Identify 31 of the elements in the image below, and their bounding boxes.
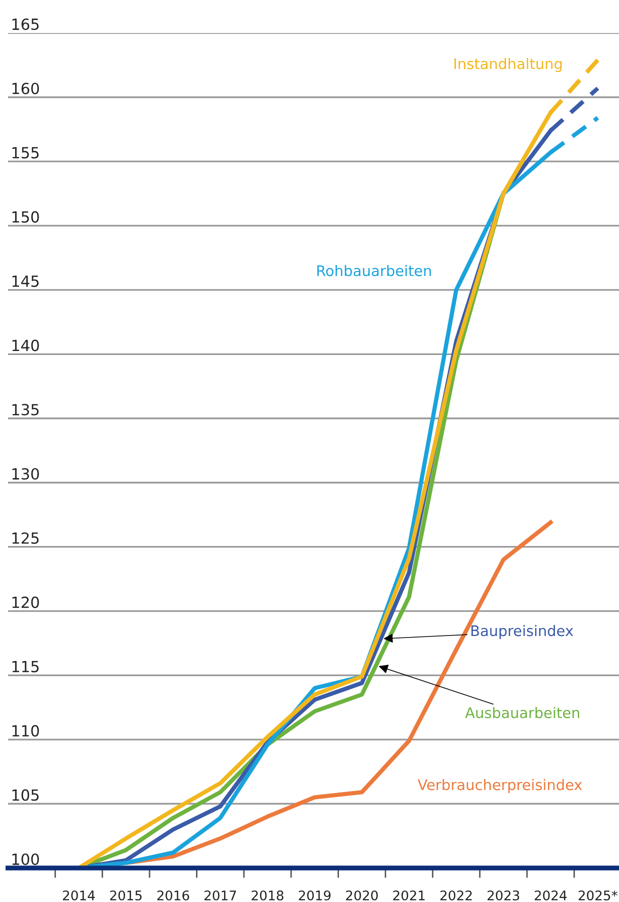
y-tick-label: 105	[12, 789, 39, 801]
y-tick-label: 135	[12, 404, 39, 416]
x-tick-label: 2025*	[578, 890, 618, 900]
text: Instandhaltung	[454, 58, 562, 72]
y-tick-label: 160	[12, 82, 39, 94]
y-tick-label: 140	[12, 340, 39, 352]
y-tick-label: 120	[12, 596, 39, 608]
y-tick-label: 125	[12, 532, 39, 544]
text: Baupreisindex	[471, 624, 574, 640]
x-tick-label: 2019	[298, 890, 331, 900]
x-tick-label: 2018	[252, 890, 284, 900]
text: Ausbauarbeiten	[465, 706, 580, 718]
y-tick-label: 115	[12, 660, 39, 672]
x-tick-label: 2017	[204, 890, 236, 900]
y-tick-label: 100	[12, 853, 39, 866]
x-tick-label: 2022	[440, 890, 472, 900]
text: Verbraucherpreisindex	[418, 778, 582, 794]
series-label: Rohbauarbeiten	[317, 264, 431, 276]
x-tick-label: 2024	[534, 890, 567, 900]
x-tick-label: 2021	[393, 890, 425, 900]
y-tick-label: 130	[12, 468, 39, 480]
x-tick-label: 2016	[157, 890, 190, 900]
y-tick-label: 155	[12, 147, 39, 158]
x-tick-label: 2023	[488, 890, 520, 900]
y-tick-label: 145	[12, 276, 39, 287]
x-tick-label: 2014	[62, 890, 95, 900]
y-tick-label: 165	[12, 18, 39, 30]
x-tick-label: 2015	[110, 890, 142, 900]
x-tick-label: 2020	[346, 890, 378, 900]
y-tick-label: 110	[12, 725, 39, 737]
y-tick-label: 150	[12, 211, 39, 223]
